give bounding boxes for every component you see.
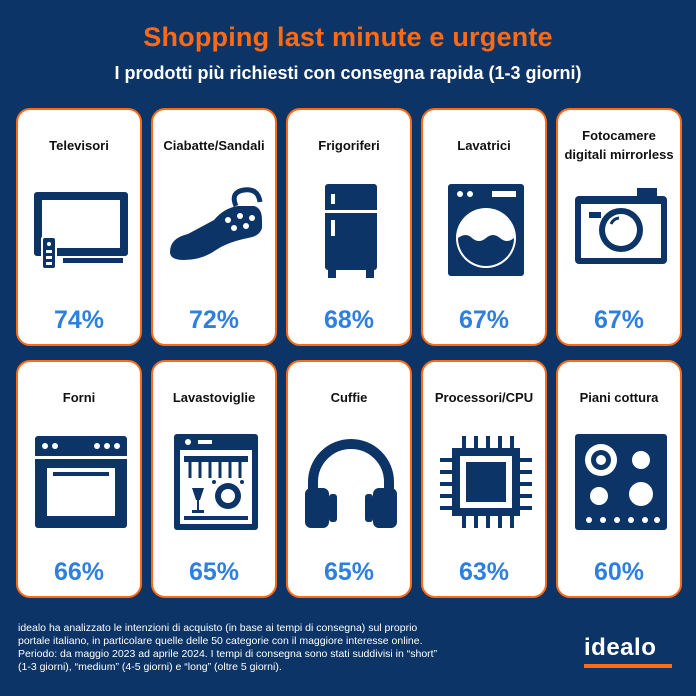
percentage-value: 65% [323, 558, 375, 586]
category-label: Cuffie [330, 390, 368, 405]
camera-icon [571, 180, 671, 280]
category-label: Lavatrici [457, 138, 511, 153]
category-label: Televisori [49, 138, 109, 153]
tv-icon [31, 180, 131, 280]
category-label: Forni [62, 390, 96, 405]
percentage-value: 60% [593, 558, 645, 586]
dishwasher-icon [166, 432, 266, 532]
idealo-logo: idealo [584, 634, 657, 661]
product-card: Processori/CPU 63% [421, 360, 547, 598]
percentage-value: 67% [593, 306, 645, 334]
product-card: Forni 66% [16, 360, 142, 598]
category-label: Frigoriferi [318, 138, 380, 153]
category-label: Lavastoviglie [172, 390, 256, 405]
percentage-value: 65% [188, 558, 240, 586]
product-card: Piani cottura 60% [556, 360, 682, 598]
footnote: idealo ha analizzato le intenzioni di ac… [18, 622, 438, 673]
product-card: Frigoriferi 68% [286, 108, 412, 346]
product-card: Televisori 74% [16, 108, 142, 346]
percentage-value: 67% [458, 306, 510, 334]
category-label: Fotocamere digitali mirrorless [564, 128, 674, 162]
percentage-value: 63% [458, 558, 510, 586]
product-card: Lavastoviglie 65% [151, 360, 277, 598]
category-label: Ciabatte/Sandali [163, 138, 265, 153]
cooktop-icon [571, 432, 671, 532]
headphones-icon [301, 432, 401, 532]
cpu-icon [436, 432, 536, 532]
page-title: Shopping last minute e urgente [143, 22, 553, 52]
product-card: Cuffie 65% [286, 360, 412, 598]
page-subtitle: I prodotti più richiesti con consegna ra… [114, 63, 582, 83]
percentage-value: 72% [188, 306, 240, 334]
fridge-icon [301, 180, 401, 280]
percentage-value: 74% [53, 306, 105, 334]
percentage-value: 66% [53, 558, 105, 586]
category-label: Piani cottura [579, 390, 659, 405]
category-label: Processori/CPU [434, 390, 534, 405]
washing-machine-icon [436, 180, 536, 280]
logo-underline [584, 664, 672, 668]
product-card: Ciabatte/Sandali 72% [151, 108, 277, 346]
product-card: Lavatrici 67% [421, 108, 547, 346]
product-card: Fotocamere digitali mirrorless 67% [556, 108, 682, 346]
percentage-value: 68% [323, 306, 375, 334]
product-grid: Televisori 74% Ciabatte/Sandali 72% Frigor… [16, 108, 682, 600]
oven-icon [31, 432, 131, 532]
slipper-icon [166, 180, 266, 280]
